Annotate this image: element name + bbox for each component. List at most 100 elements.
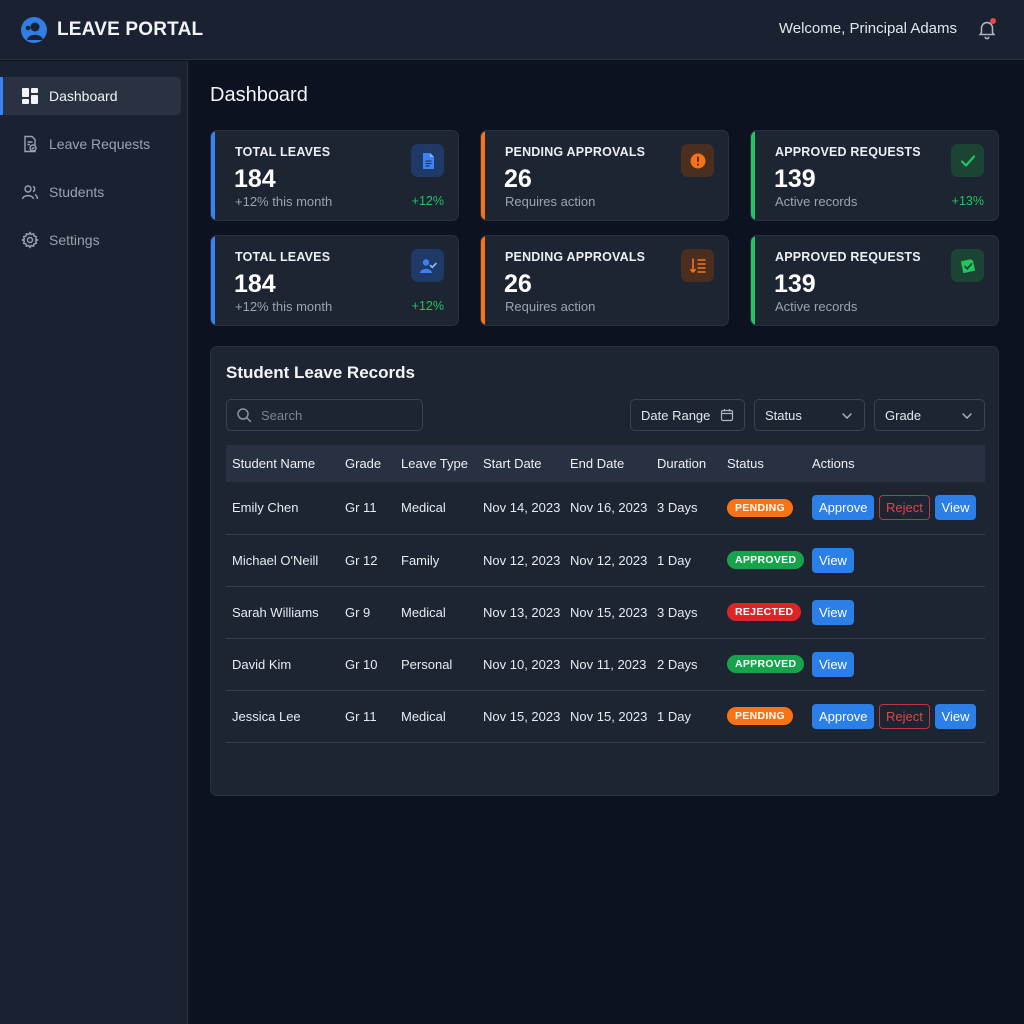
end-date: Nov 12, 2023 — [570, 552, 648, 568]
column-header[interactable]: Duration — [657, 456, 707, 471]
date-range-label: Date Range — [641, 407, 711, 423]
card-subtext: +12% this month — [235, 194, 333, 209]
sidebar-item-settings[interactable]: Settings — [2, 221, 181, 259]
sidebar-item-label: Settings — [49, 232, 100, 248]
users-icon — [21, 185, 39, 200]
view-button[interactable]: View — [934, 495, 977, 521]
date-range-filter[interactable]: Date Range — [630, 399, 745, 431]
view-button[interactable]: View — [812, 547, 854, 573]
brand[interactable]: LEAVE PORTAL — [20, 16, 203, 44]
card-trend: +12% — [411, 299, 444, 313]
table-row: Jessica Lee Gr 11 Medical Nov 15, 2023 N… — [226, 690, 985, 742]
card-accent — [751, 236, 755, 325]
view-button[interactable]: View — [934, 703, 977, 729]
card-value: 184 — [234, 165, 276, 193]
end-date: Nov 15, 2023 — [570, 708, 648, 724]
card-trend: +13% — [951, 194, 984, 208]
chevron-down-icon — [842, 413, 852, 419]
sidebar-item-students[interactable]: Students — [2, 173, 181, 211]
student-name: Sarah Williams — [232, 604, 319, 620]
card-label: APPROVED REQUESTS — [775, 145, 921, 159]
bell-icon[interactable] — [976, 18, 998, 40]
column-header[interactable]: Status — [727, 456, 764, 471]
column-header[interactable]: End Date — [570, 456, 625, 471]
leave-type: Medical — [401, 604, 446, 620]
card-subtext: +12% this month — [235, 299, 333, 314]
stamp-check-icon — [951, 249, 984, 282]
card-subtext: Requires action — [505, 194, 596, 209]
table-row: David Kim Gr 10 Personal Nov 10, 2023 No… — [226, 638, 985, 690]
page-title: Dashboard — [210, 84, 308, 106]
status-badge: PENDING — [727, 498, 793, 517]
leave-type: Family — [401, 552, 440, 568]
grade-filter[interactable]: Grade — [874, 399, 985, 431]
calendar-icon — [720, 409, 734, 422]
card-subtext: Active records — [775, 194, 858, 209]
stat-card-approved-requests[interactable]: APPROVED REQUESTS 139 Active records +13… — [750, 130, 999, 221]
reject-button[interactable]: Reject — [879, 495, 930, 521]
end-date: Nov 15, 2023 — [570, 604, 648, 620]
table-row: Michael O'Neill Gr 12 Family Nov 12, 202… — [226, 534, 985, 586]
gear-icon — [21, 231, 39, 249]
start-date: Nov 10, 2023 — [483, 656, 561, 672]
duration: 3 Days — [657, 500, 698, 516]
view-button[interactable]: View — [812, 599, 854, 625]
status-filter[interactable]: Status — [754, 399, 865, 431]
stat-card-pending-approvals-2[interactable]: PENDING APPROVALS 26 Requires action — [480, 235, 729, 326]
duration: 3 Days — [657, 604, 698, 620]
panel-title: Student Leave Records — [226, 363, 415, 382]
card-value: 139 — [774, 270, 816, 298]
sidebar-item-label: Students — [49, 184, 105, 200]
leave-type: Medical — [401, 708, 446, 724]
status-badge: REJECTED — [727, 603, 802, 621]
search-input[interactable] — [261, 407, 411, 423]
user-check-icon — [411, 249, 444, 282]
grade: Gr 12 — [345, 552, 378, 568]
sidebar-item-leave-requests[interactable]: Leave Requests — [2, 125, 181, 163]
column-header[interactable]: Grade — [345, 456, 382, 471]
column-header[interactable]: Student Name — [232, 456, 316, 471]
sidebar-item-label: Dashboard — [49, 88, 118, 104]
approve-button[interactable]: Approve — [812, 495, 875, 521]
approve-button[interactable]: Approve — [812, 703, 875, 729]
start-date: Nov 13, 2023 — [483, 604, 561, 620]
leave-records-panel: Student Leave Records Date Range Status … — [210, 346, 999, 796]
duration: 2 Days — [657, 656, 698, 672]
leave-records-table: Student Name Grade Leave Type Start Date… — [226, 445, 985, 743]
start-date: Nov 14, 2023 — [483, 500, 561, 516]
app-title: LEAVE PORTAL — [57, 18, 204, 40]
user-logo-icon — [21, 16, 47, 43]
document-check-icon — [24, 135, 37, 153]
reject-button[interactable]: Reject — [879, 703, 930, 729]
stat-card-total-leaves-2[interactable]: TOTAL LEAVES 184 +12% this month +12% — [210, 235, 459, 326]
search-box[interactable] — [226, 399, 423, 431]
column-header[interactable]: Start Date — [483, 456, 542, 471]
alert-icon — [681, 144, 714, 177]
card-value: 26 — [504, 165, 532, 193]
stat-card-pending-approvals[interactable]: PENDING APPROVALS 26 Requires action — [480, 130, 729, 221]
status-badge: APPROVED — [727, 551, 805, 569]
start-date: Nov 12, 2023 — [483, 552, 561, 568]
card-trend: +12% — [411, 194, 444, 208]
end-date: Nov 11, 2023 — [570, 656, 647, 672]
status-filter-label: Status — [765, 407, 802, 423]
table-header-row: Student Name Grade Leave Type Start Date… — [226, 445, 985, 482]
stat-card-total-leaves[interactable]: TOTAL LEAVES 184 +12% this month +12% — [210, 130, 459, 221]
card-subtext: Requires action — [505, 299, 596, 314]
grade: Gr 10 — [345, 656, 378, 672]
stat-card-approved-requests-2[interactable]: APPROVED REQUESTS 139 Active records — [750, 235, 999, 326]
grade: Gr 11 — [345, 500, 377, 516]
top-bar: LEAVE PORTAL Welcome, Principal Adams — [0, 0, 1024, 60]
sidebar-item-dashboard[interactable]: Dashboard — [0, 77, 181, 115]
card-accent — [751, 131, 755, 220]
sidebar-item-label: Leave Requests — [49, 136, 151, 152]
status-badge: PENDING — [727, 707, 793, 725]
column-header[interactable]: Leave Type — [401, 456, 468, 471]
student-name: Emily Chen — [232, 500, 299, 516]
view-button[interactable]: View — [812, 651, 854, 677]
card-label: TOTAL LEAVES — [235, 145, 331, 159]
card-accent — [481, 236, 485, 325]
grade: Gr 11 — [345, 708, 377, 724]
card-label: APPROVED REQUESTS — [775, 250, 921, 264]
table-row: Emily Chen Gr 11 Medical Nov 14, 2023 No… — [226, 482, 985, 534]
